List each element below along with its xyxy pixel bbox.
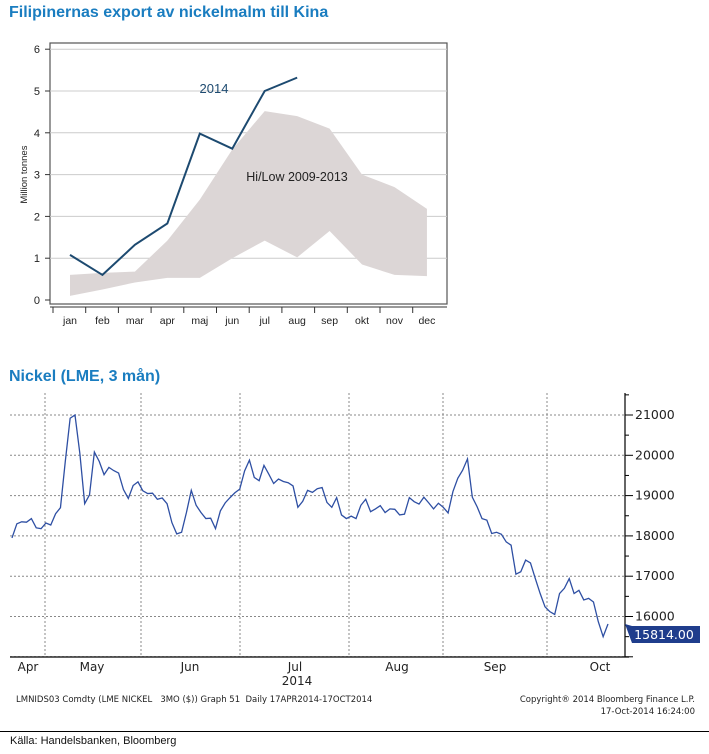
chart1-title: Filipinernas export av nickelmalm till K… (9, 4, 329, 21)
chart1-ytick-label: 2 (34, 211, 40, 223)
chart2-price-line (11, 413, 609, 639)
chart1-xtick-label: aug (288, 315, 306, 327)
chart1-xtick-label: nov (386, 315, 404, 327)
chart2-xtick-label: May (80, 660, 105, 674)
chart2-title: Nickel (LME, 3 mån) (9, 368, 161, 385)
bloomberg-footer-left: LMNIDS03 Comdty (LME NICKEL 3MO ($)) Gra… (16, 695, 373, 705)
chart1-xtick-label: okt (355, 315, 369, 327)
chart1-xtick-label: feb (95, 315, 110, 327)
chart1-xtick-label: jul (258, 315, 270, 327)
chart1-xtick-label: jun (224, 315, 239, 327)
source-note: Källa: Handelsbanken, Bloomberg (10, 735, 177, 747)
chart1-ylabel: Million tonnes (19, 145, 30, 203)
chart2-ytick-label: 19000 (635, 488, 675, 503)
chart1-series-label: 2014 (200, 81, 229, 96)
chart2-xtick-label: Sep (484, 660, 507, 674)
chart1-xtick-label: jan (62, 315, 77, 327)
bloomberg-timestamp: 17-Oct-2014 16:24:00 (600, 707, 695, 717)
chart2-xlabel: 2014 (282, 674, 313, 688)
chart2-xtick-label: Oct (590, 660, 611, 674)
chart2-last-value: 15814.00 (634, 627, 694, 642)
chart1-xtick-label: dec (418, 315, 435, 327)
chart1-xtick-label: apr (160, 315, 176, 327)
chart1-ytick-label: 5 (34, 86, 40, 98)
chart2-ytick-label: 20000 (635, 447, 675, 462)
chart1-ytick-label: 0 (34, 295, 40, 307)
chart2-ytick-label: 17000 (635, 568, 675, 583)
chart1-xtick-label: mar (126, 315, 145, 327)
chart2-ytick-label: 21000 (635, 407, 675, 422)
chart1-ytick-label: 1 (34, 253, 40, 265)
chart1-xtick-label: maj (191, 315, 208, 327)
chart1-ytick-label: 4 (34, 128, 40, 140)
chart2-xtick-label: Apr (18, 660, 39, 674)
chart2-xtick-label: Jun (180, 660, 200, 674)
chart1-hilow-band (70, 111, 427, 296)
chart2-ytick-label: 18000 (635, 528, 675, 543)
chart1-band-label: Hi/Low 2009-2013 (246, 170, 348, 184)
bloomberg-copyright: Copyright® 2014 Bloomberg Finance L.P. (519, 695, 695, 705)
chart2-last-value-tag (625, 623, 700, 643)
chart1-line-2014 (69, 76, 298, 277)
chart1-ytick-label: 3 (34, 170, 40, 182)
chart1-xtick-label: sep (321, 315, 338, 327)
chart1-ytick-label: 6 (34, 44, 40, 56)
chart2-xtick-label: Aug (385, 660, 408, 674)
divider (0, 731, 709, 732)
chart2-xtick-label: Jul (287, 660, 302, 674)
chart2-ytick-label: 16000 (635, 609, 675, 624)
